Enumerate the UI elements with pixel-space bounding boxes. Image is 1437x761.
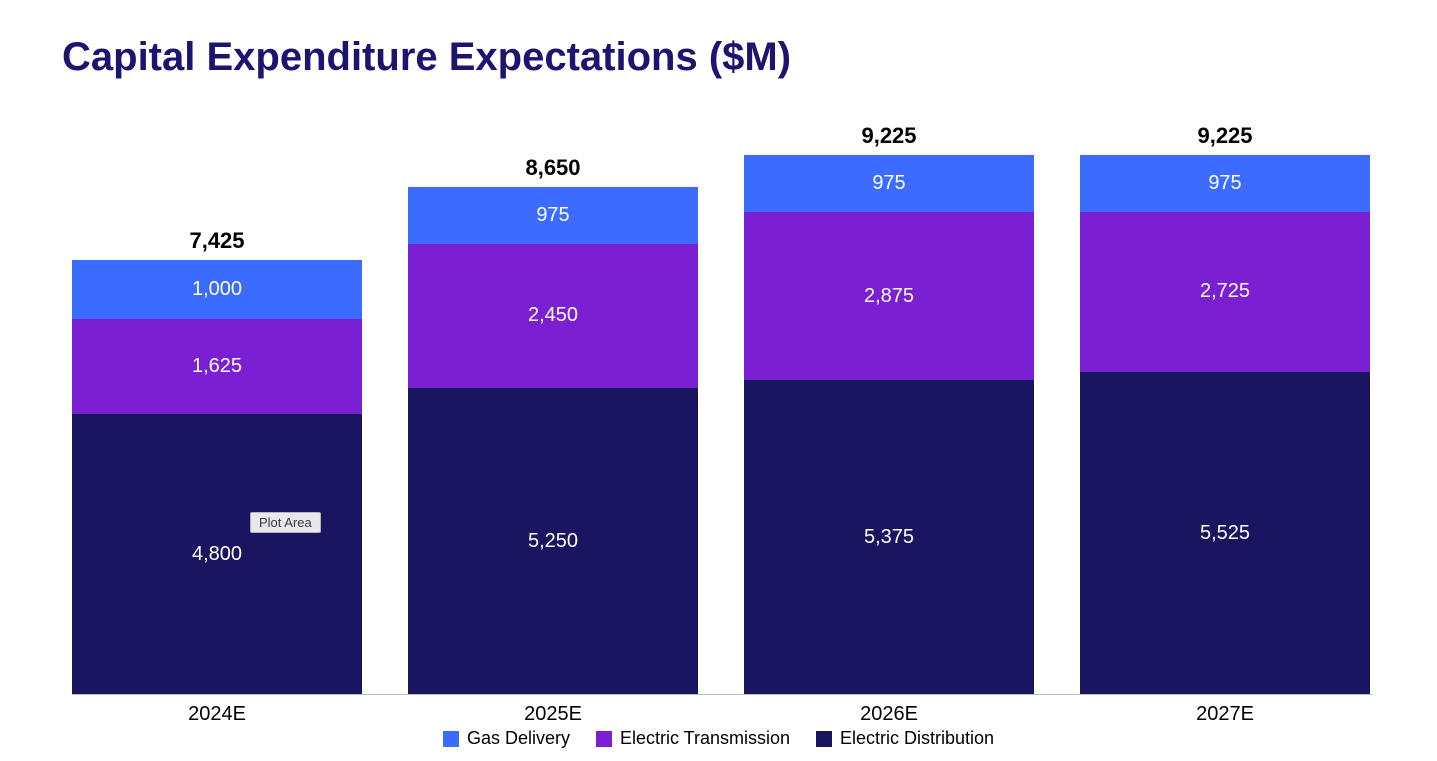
segment-label: 975 <box>1208 172 1241 195</box>
chart-title: Capital Expenditure Expectations ($M) <box>62 35 791 80</box>
segment-gas-delivery: 975 <box>408 187 698 244</box>
legend-item-electric-transmission: Electric Transmission <box>596 728 790 749</box>
segment-electric-transmission: 1,625 <box>72 319 362 414</box>
x-axis-label: 2025E <box>408 703 698 726</box>
segment-label: 1,625 <box>192 355 242 378</box>
bar-total-label: 9,225 <box>744 123 1034 149</box>
x-axis-label: 2024E <box>72 703 362 726</box>
x-axis-label: 2027E <box>1080 703 1370 726</box>
segment-electric-distribution: 5,375 <box>744 380 1034 695</box>
legend-label: Electric Transmission <box>620 728 790 749</box>
plot-area-tooltip: Plot Area <box>250 512 321 533</box>
segment-gas-delivery: 1,000 <box>72 260 362 319</box>
segment-label: 2,450 <box>528 304 578 327</box>
segment-label: 2,875 <box>864 285 914 308</box>
segment-label: 975 <box>536 204 569 227</box>
tooltip-text: Plot Area <box>259 515 312 530</box>
x-axis-line <box>72 694 1372 695</box>
legend-swatch <box>816 731 832 747</box>
legend-item-electric-distribution: Electric Distribution <box>816 728 994 749</box>
legend-item-gas-delivery: Gas Delivery <box>443 728 570 749</box>
segment-label: 975 <box>872 172 905 195</box>
bar-total-label: 9,225 <box>1080 123 1370 149</box>
segment-label: 2,725 <box>1200 280 1250 303</box>
segment-electric-distribution: 4,800 <box>72 414 362 695</box>
segment-label: 5,375 <box>864 526 914 549</box>
x-axis-label: 2026E <box>744 703 1034 726</box>
segment-gas-delivery: 975 <box>744 155 1034 212</box>
legend: Gas Delivery Electric Transmission Elect… <box>0 728 1437 749</box>
segment-electric-transmission: 2,875 <box>744 212 1034 380</box>
legend-swatch <box>596 731 612 747</box>
legend-label: Electric Distribution <box>840 728 994 749</box>
segment-electric-distribution: 5,250 <box>408 388 698 695</box>
segment-label: 5,525 <box>1200 522 1250 545</box>
segment-electric-transmission: 2,450 <box>408 244 698 387</box>
segment-label: 4,800 <box>192 543 242 566</box>
bar-total-label: 8,650 <box>408 155 698 181</box>
chart-page: Capital Expenditure Expectations ($M) 4,… <box>0 0 1437 761</box>
segment-gas-delivery: 975 <box>1080 155 1370 212</box>
segment-electric-transmission: 2,725 <box>1080 212 1370 372</box>
plot-area: 4,800 1,625 1,000 7,425 5,250 2,450 975 … <box>72 155 1372 695</box>
segment-label: 5,250 <box>528 530 578 553</box>
legend-label: Gas Delivery <box>467 728 570 749</box>
segment-label: 1,000 <box>192 278 242 301</box>
legend-swatch <box>443 731 459 747</box>
segment-electric-distribution: 5,525 <box>1080 372 1370 695</box>
bar-total-label: 7,425 <box>72 228 362 254</box>
